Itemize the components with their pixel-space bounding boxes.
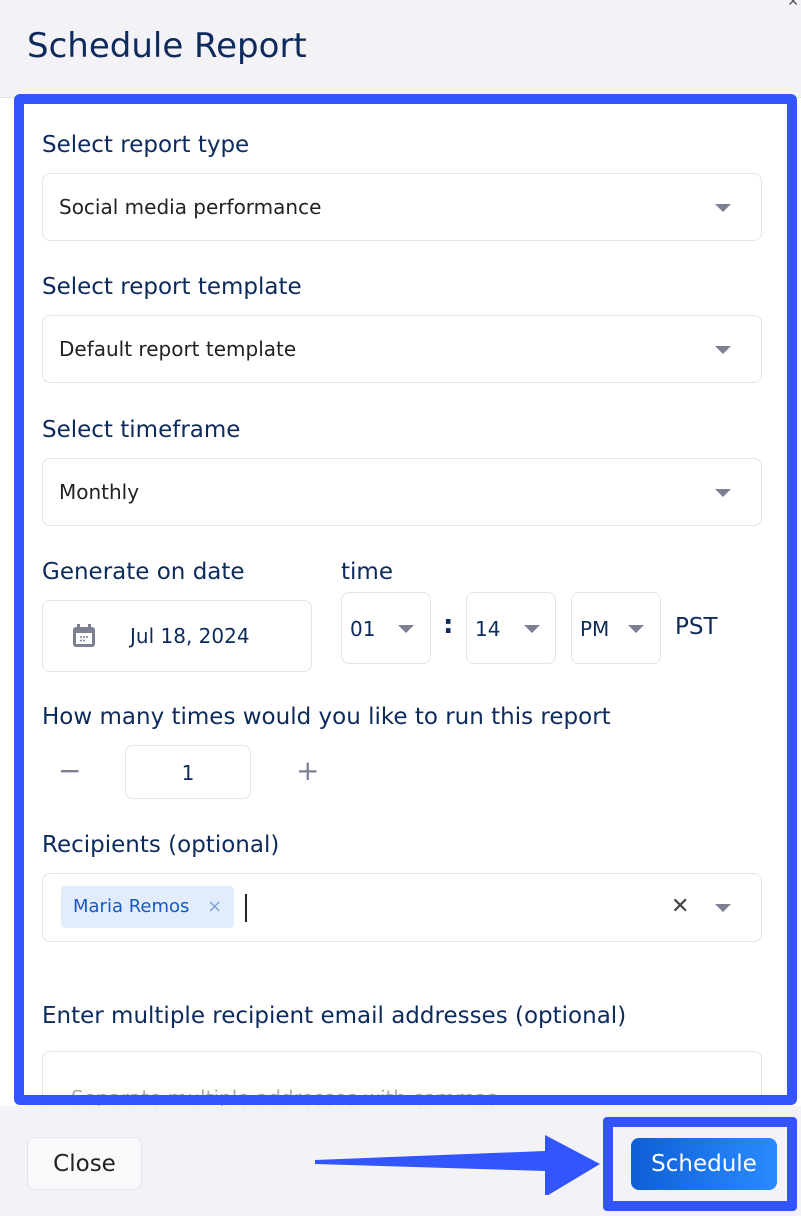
dialog-title: Schedule Report [27, 26, 307, 66]
chevron-down-icon [398, 625, 414, 633]
text-cursor [245, 894, 247, 922]
timeframe-label: Select timeframe [42, 417, 241, 443]
time-separator: : [443, 610, 454, 640]
chevron-down-icon [715, 489, 731, 497]
recipient-chip: Maria Remos × [61, 886, 235, 928]
annotation-highlight-schedule [603, 1117, 797, 1211]
chevron-down-icon [715, 346, 731, 354]
recipients-label: Recipients (optional) [42, 832, 280, 858]
minus-icon[interactable]: − [58, 754, 82, 787]
x-icon[interactable]: ✕ [787, 0, 799, 10]
timeframe-value: Monthly [59, 480, 140, 504]
report-type-label: Select report type [42, 132, 250, 158]
schedule-button[interactable]: Schedule [631, 1138, 777, 1190]
recipients-select[interactable]: Maria Remos × ✕ [42, 873, 762, 942]
clear-icon[interactable]: ✕ [671, 894, 690, 919]
runs-input[interactable]: 1 [125, 745, 251, 799]
chevron-down-icon [715, 204, 731, 212]
chevron-down-icon [524, 625, 540, 633]
chevron-down-icon [628, 625, 644, 633]
chip-remove-icon[interactable]: × [207, 896, 223, 917]
annotation-arrow-icon [315, 1135, 600, 1195]
ampm-value: PM [580, 617, 610, 641]
dialog-header: Schedule Report ✕ [0, 0, 801, 98]
calendar-icon [73, 624, 95, 647]
report-template-select[interactable]: Default report template [42, 315, 762, 383]
timezone-label: PST [675, 614, 718, 640]
minute-value: 14 [475, 617, 501, 641]
date-value: Jul 18, 2024 [130, 624, 250, 648]
date-label: Generate on date [42, 559, 245, 585]
ampm-select[interactable]: PM [571, 592, 661, 664]
runs-label: How many times would you like to run thi… [42, 704, 611, 730]
hour-select[interactable]: 01 [341, 592, 431, 664]
chevron-down-icon [715, 904, 731, 912]
recipient-chip-label: Maria Remos [73, 896, 190, 917]
hour-value: 01 [350, 617, 376, 641]
plus-icon[interactable]: + [296, 754, 320, 787]
emails-label: Enter multiple recipient email addresses… [42, 1003, 627, 1029]
time-label: time [341, 559, 393, 585]
date-picker[interactable]: Jul 18, 2024 [42, 600, 312, 672]
report-template-value: Default report template [59, 337, 297, 361]
report-type-select[interactable]: Social media performance [42, 173, 762, 241]
report-type-value: Social media performance [59, 195, 322, 219]
timeframe-select[interactable]: Monthly [42, 458, 762, 526]
report-template-label: Select report template [42, 274, 302, 300]
minute-select[interactable]: 14 [466, 592, 556, 664]
annotation-highlight-form [14, 94, 797, 1105]
close-button[interactable]: Close [27, 1137, 142, 1190]
